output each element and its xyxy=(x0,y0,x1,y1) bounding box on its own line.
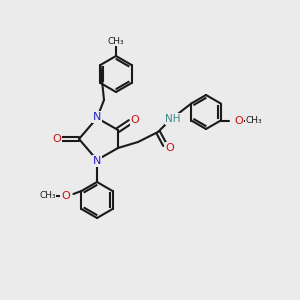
Text: N: N xyxy=(93,112,101,122)
Text: N: N xyxy=(93,156,101,166)
Text: O: O xyxy=(52,134,62,144)
Text: NH: NH xyxy=(165,114,181,124)
Text: CH₃: CH₃ xyxy=(39,191,56,200)
Text: O: O xyxy=(234,116,243,125)
Text: CH₃: CH₃ xyxy=(245,116,262,125)
Text: O: O xyxy=(130,115,140,125)
Text: O: O xyxy=(166,143,174,153)
Text: O: O xyxy=(61,191,70,201)
Text: CH₃: CH₃ xyxy=(108,37,124,46)
